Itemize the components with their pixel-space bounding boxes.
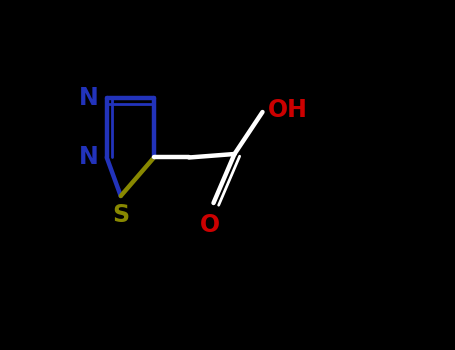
Text: N: N (79, 146, 99, 169)
Text: N: N (79, 86, 99, 110)
Text: O: O (200, 214, 220, 238)
Text: OH: OH (268, 98, 308, 122)
Text: S: S (112, 203, 129, 227)
